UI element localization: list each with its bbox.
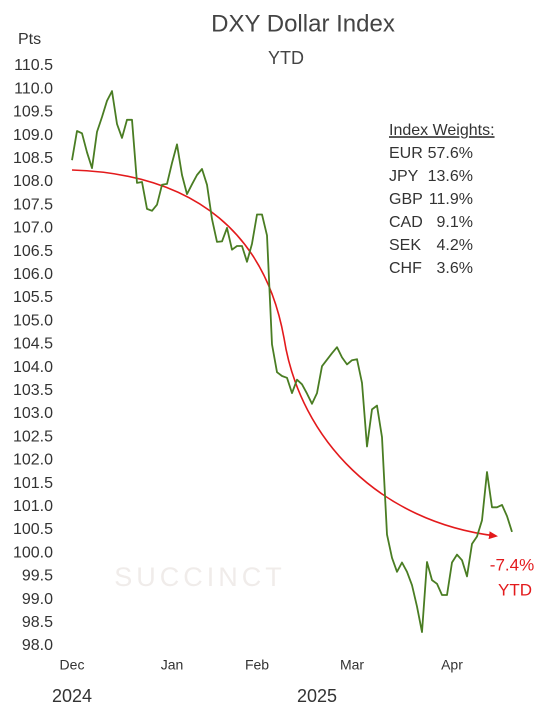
- weight-value: 4.2%: [437, 237, 473, 254]
- y-tick-label: 103.0: [13, 405, 53, 422]
- y-tick-label: 103.5: [13, 382, 53, 399]
- weight-value: 3.6%: [437, 260, 473, 277]
- change-label: -7.4%: [490, 555, 534, 574]
- y-tick-label: 108.0: [13, 173, 53, 190]
- x-tick-label: Feb: [245, 657, 269, 673]
- y-tick-label: 98.0: [22, 637, 53, 654]
- y-tick-label: 109.5: [13, 104, 53, 121]
- weight-value: 57.6%: [428, 145, 473, 162]
- chart-title: DXY Dollar Index: [211, 10, 395, 37]
- weight-code: CAD: [389, 214, 423, 231]
- watermark: SUCCINCT: [114, 562, 286, 592]
- data-line: [71, 90, 513, 633]
- y-tick-label: 99.0: [22, 591, 53, 608]
- y-tick-label: 110.0: [14, 80, 53, 97]
- y-tick-label: 105.5: [13, 289, 53, 306]
- weight-code: JPY: [389, 168, 419, 185]
- y-tick-label: 110.5: [14, 57, 53, 74]
- y-tick-label: 102.0: [13, 452, 53, 469]
- weights-title: Index Weights:: [389, 122, 495, 139]
- y-tick-label: 101.5: [13, 475, 53, 492]
- y-tick-label: 107.0: [13, 220, 53, 237]
- y-tick-label: 104.0: [13, 359, 53, 376]
- y-tick-label: 100.0: [13, 544, 53, 561]
- y-tick-label: 107.5: [13, 196, 53, 213]
- x-tick-label: Dec: [60, 657, 85, 673]
- year-label: 2025: [297, 686, 337, 706]
- y-tick-label: 108.5: [13, 150, 53, 167]
- y-tick-label: 104.5: [13, 336, 53, 353]
- y-tick-label: 105.0: [13, 312, 53, 329]
- y-axis-label: Pts: [18, 31, 41, 48]
- y-tick-label: 101.0: [13, 498, 53, 515]
- trend-arrow: [71, 169, 498, 540]
- y-tick-label: 98.5: [22, 614, 53, 631]
- weight-value: 11.9%: [429, 191, 473, 208]
- x-tick-label: Jan: [161, 657, 184, 673]
- y-tick-label: 102.5: [13, 428, 53, 445]
- y-tick-label: 99.5: [22, 568, 53, 585]
- y-tick-label: 106.0: [13, 266, 53, 283]
- weight-code: CHF: [389, 260, 422, 277]
- weight-code: GBP: [389, 191, 423, 208]
- y-tick-label: 106.5: [13, 243, 53, 260]
- x-tick-label: Mar: [340, 657, 364, 673]
- x-tick-label: Apr: [441, 657, 463, 673]
- change-period: YTD: [498, 580, 532, 599]
- chart-subtitle: YTD: [268, 48, 304, 68]
- weight-code: SEK: [389, 237, 421, 254]
- y-tick-label: 109.0: [13, 127, 53, 144]
- weight-value: 13.6%: [428, 168, 473, 185]
- year-label: 2024: [52, 686, 92, 706]
- weight-code: EUR: [389, 145, 423, 162]
- weight-value: 9.1%: [437, 214, 473, 231]
- y-tick-label: 100.5: [13, 521, 53, 538]
